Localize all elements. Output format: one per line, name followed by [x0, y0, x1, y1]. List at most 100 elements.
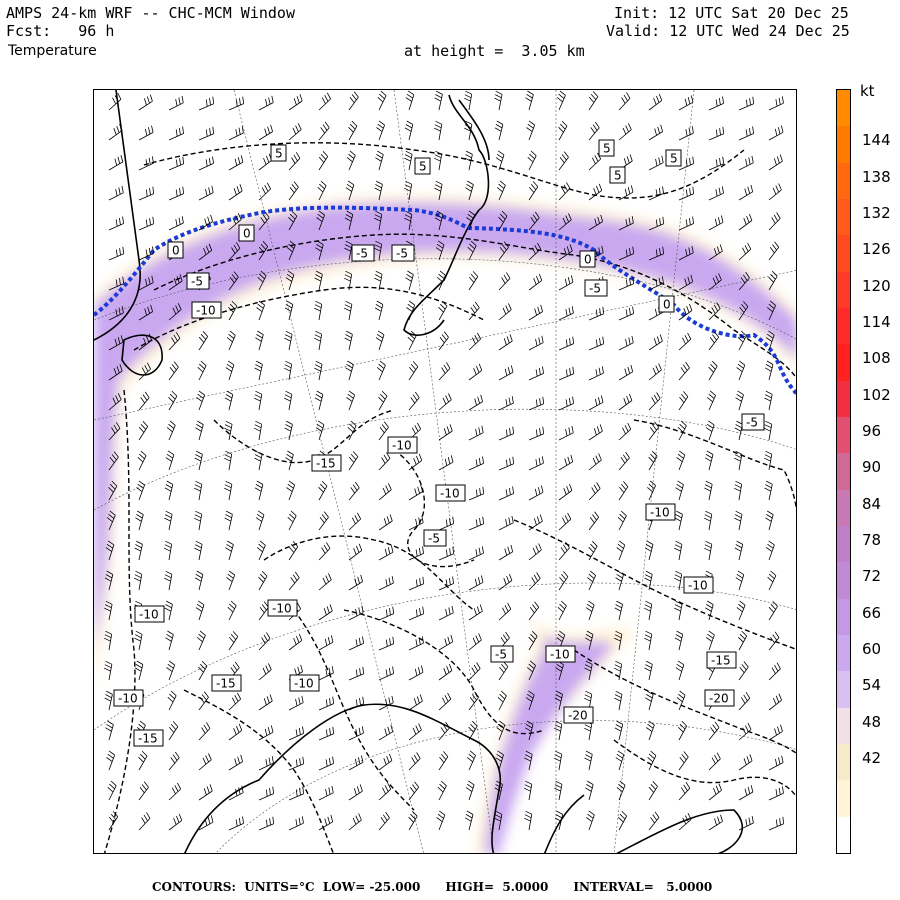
wind-barb	[348, 726, 364, 741]
wind-barb	[436, 270, 446, 291]
wind-barb	[704, 480, 713, 501]
wind-barb	[678, 156, 695, 171]
wind-barb	[348, 574, 363, 591]
wind-barb	[348, 543, 363, 561]
wind-barb	[437, 780, 447, 801]
wind-barb	[375, 150, 384, 171]
wind-barb	[438, 634, 454, 651]
wind-barb	[675, 660, 685, 681]
wind-barb	[198, 214, 213, 231]
contour-label-box	[311, 454, 342, 472]
contour-label: -5	[428, 532, 440, 546]
wind-barb	[494, 810, 503, 831]
wind-barb	[558, 396, 574, 411]
wind-barb	[168, 751, 180, 771]
wind-barb	[768, 631, 780, 651]
wind-barb	[764, 420, 773, 441]
wind-barb	[765, 330, 775, 351]
wind-barb	[558, 541, 570, 561]
wind-barb	[434, 180, 443, 201]
colorbar-cell	[837, 380, 850, 418]
wind-barb	[408, 606, 425, 621]
wind-barb	[498, 661, 509, 681]
contour-label: -15	[711, 654, 731, 668]
wind-barb	[528, 514, 543, 531]
wind-barb	[558, 336, 575, 351]
wind-barb	[344, 330, 353, 351]
wind-barb	[345, 180, 355, 201]
wind-barb	[768, 693, 782, 711]
wind-barb	[498, 573, 513, 591]
wind-barb	[408, 665, 424, 681]
contour-label-box	[270, 144, 287, 162]
wind-barb	[378, 390, 388, 411]
wind-barb	[168, 216, 184, 231]
wind-barb	[407, 330, 417, 351]
contour-label: 0	[243, 227, 251, 241]
wind-barb	[707, 390, 716, 411]
wind-barb	[228, 816, 244, 831]
contour-label: -10	[650, 506, 670, 520]
wind-barb	[766, 540, 775, 561]
wind-barb	[558, 425, 574, 441]
wind-barb	[768, 183, 782, 201]
wind-barb	[318, 785, 334, 801]
wind-barb	[678, 720, 688, 741]
wind-barb	[104, 690, 113, 711]
wind-barb	[648, 216, 665, 231]
wind-barb	[528, 601, 540, 621]
wind-barb	[314, 390, 324, 411]
wind-barb	[738, 213, 753, 231]
wind-barb	[558, 275, 574, 291]
colorbar-cell	[837, 671, 850, 709]
wind-barb	[408, 422, 422, 441]
wind-barb	[618, 481, 629, 501]
wind-barb	[528, 273, 543, 291]
wind-barb	[284, 330, 293, 351]
wind-barb	[136, 480, 145, 501]
wind-barb	[675, 480, 684, 501]
colorbar-cell	[837, 271, 850, 309]
wind-speed-colorbar	[836, 89, 851, 854]
wind-barb	[108, 364, 123, 381]
wind-barb	[496, 180, 506, 201]
wind-barb	[105, 540, 115, 561]
wind-barb	[168, 95, 184, 111]
wind-barb	[676, 690, 686, 711]
contour-label: -15	[138, 732, 158, 746]
wind-barb	[138, 333, 153, 351]
colorbar-cell	[837, 635, 850, 672]
wind-barb	[258, 182, 271, 201]
contour-label-box	[579, 250, 596, 268]
wind-barb	[378, 636, 395, 651]
wind-barb	[138, 216, 155, 231]
wind-barb	[405, 90, 415, 111]
wind-barb	[408, 810, 418, 831]
wind-barb	[468, 633, 482, 651]
wind-barb	[768, 816, 785, 831]
wind-barb	[228, 723, 243, 741]
wind-barb	[588, 366, 604, 381]
wind-barb	[678, 781, 691, 801]
contour-label: 5	[275, 147, 283, 161]
wind-barb	[648, 276, 664, 291]
wind-barb	[767, 300, 776, 321]
wind-barb	[524, 810, 533, 831]
wind-barb	[468, 456, 484, 471]
wind-barb	[408, 781, 420, 801]
wind-barb	[495, 750, 504, 771]
wind-barb	[408, 546, 424, 561]
contour-label: 5	[603, 142, 611, 156]
contour-label-box	[134, 605, 165, 623]
wind-barb	[734, 480, 743, 501]
wind-barb	[224, 450, 233, 471]
wind-barb	[376, 360, 386, 381]
wind-barb	[588, 91, 599, 111]
contour-label-box	[545, 645, 576, 663]
wind-barb	[648, 246, 665, 261]
wind-barb	[736, 360, 746, 381]
colorbar-label: 54	[862, 676, 882, 695]
wind-barb	[348, 784, 363, 801]
wind-barb	[138, 125, 154, 141]
wind-barb	[374, 270, 383, 291]
